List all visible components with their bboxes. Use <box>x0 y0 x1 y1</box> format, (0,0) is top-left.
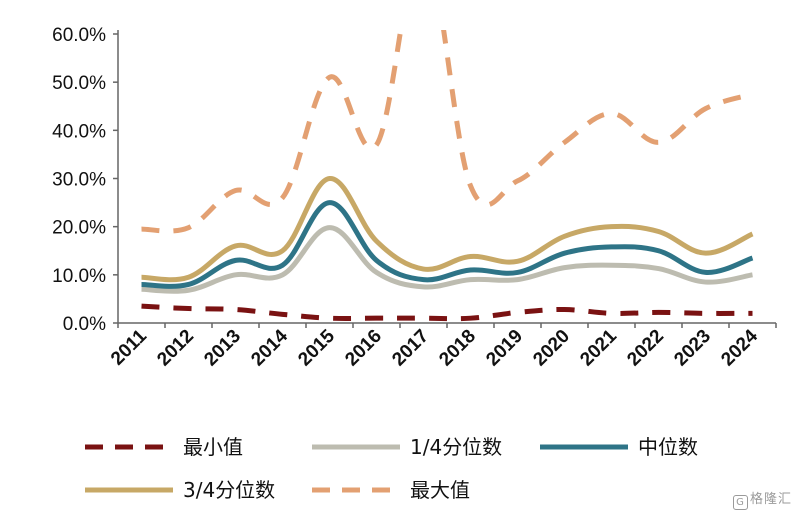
x-tick-label: 2012 <box>153 326 198 371</box>
legend-label: 3/4分位数 <box>183 478 275 502</box>
y-tick-label: 60.0% <box>52 25 106 46</box>
series-line-1 <box>141 303 753 322</box>
y-tick-label: 30.0% <box>52 170 106 191</box>
legend-label: 1/4分位数 <box>410 435 502 459</box>
watermark-text: 格隆汇 <box>749 492 792 507</box>
series-line-2 <box>141 225 753 294</box>
watermark: G 格隆汇 <box>732 488 792 510</box>
legend-label: 中位数 <box>638 435 698 459</box>
x-tick-label: 2015 <box>294 325 339 370</box>
y-tick-label: 0.0% <box>63 314 106 335</box>
x-tick-label: 2021 <box>576 325 621 370</box>
x-tick-label: 2019 <box>482 326 527 371</box>
y-tick-label: 20.0% <box>52 218 106 239</box>
x-tick-label: 2018 <box>435 326 480 371</box>
series-line-5 <box>141 30 754 234</box>
legend-label: 最大值 <box>410 478 470 502</box>
y-tick-label: 10.0% <box>52 266 106 287</box>
x-tick-label: 2013 <box>200 326 245 371</box>
x-tick-label: 2017 <box>388 326 433 371</box>
watermark-logo-icon: G <box>732 495 748 510</box>
x-tick-label: 2016 <box>341 326 386 371</box>
x-tick-label: 2014 <box>247 325 292 370</box>
series-line-4 <box>141 176 754 283</box>
x-tick-label: 2023 <box>670 326 715 371</box>
legend: 最小值 1/4分位数 中位数 3/4分位数 最大值 <box>85 435 698 502</box>
x-tick-label: 2022 <box>623 326 668 371</box>
legend-label: 最小值 <box>183 435 243 459</box>
y-tick-label: 40.0% <box>52 121 106 142</box>
x-tick-label: 2020 <box>529 326 574 371</box>
y-tick-label: 50.0% <box>52 73 106 94</box>
x-tick-label: 2024 <box>717 325 762 370</box>
series-lines <box>141 30 754 322</box>
series-line-3 <box>141 200 754 289</box>
x-tick-label: 2011 <box>107 325 151 369</box>
